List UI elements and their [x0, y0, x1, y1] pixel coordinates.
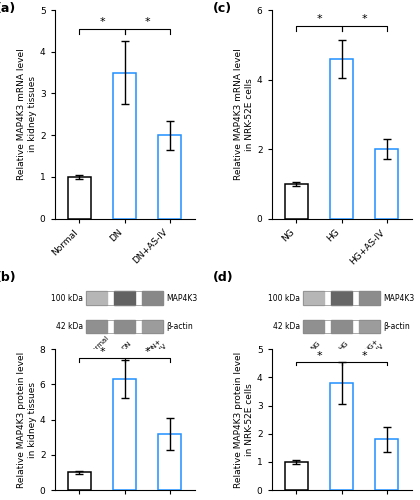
Text: 42 kDa: 42 kDa — [56, 322, 83, 330]
Bar — [86, 320, 163, 333]
Bar — [375, 149, 398, 218]
Bar — [114, 292, 135, 304]
Text: β-actin: β-actin — [383, 322, 410, 330]
Bar — [285, 184, 308, 218]
Text: DN+
AS-IV: DN+ AS-IV — [146, 337, 168, 359]
Bar — [113, 72, 136, 219]
Bar — [285, 462, 308, 490]
Y-axis label: Relative MAP4K3 mRNA level
in NRK-52E cells: Relative MAP4K3 mRNA level in NRK-52E ce… — [234, 48, 254, 180]
Text: HG+
AS-IV: HG+ AS-IV — [363, 337, 385, 359]
Bar — [142, 292, 163, 304]
Bar — [114, 320, 135, 333]
Bar — [375, 440, 398, 490]
Bar — [142, 320, 163, 333]
Bar — [113, 379, 136, 490]
Text: β-actin: β-actin — [166, 322, 193, 330]
Text: (d): (d) — [213, 270, 234, 283]
Text: NG: NG — [310, 340, 322, 351]
Bar — [331, 320, 352, 333]
Text: HG: HG — [338, 340, 349, 351]
Text: *: * — [144, 17, 150, 27]
Text: (b): (b) — [0, 270, 16, 283]
Text: *: * — [316, 14, 322, 24]
Bar — [86, 292, 163, 304]
Bar — [331, 292, 352, 304]
Text: *: * — [144, 347, 150, 357]
Text: MAP4K3: MAP4K3 — [383, 294, 414, 302]
Text: (c): (c) — [213, 2, 232, 15]
Bar — [303, 320, 380, 333]
Bar — [86, 292, 107, 304]
Bar — [158, 135, 181, 218]
Text: 100 kDa: 100 kDa — [51, 294, 83, 302]
Bar — [86, 320, 107, 333]
Text: *: * — [361, 350, 367, 360]
Bar — [359, 292, 380, 304]
Text: 100 kDa: 100 kDa — [268, 294, 300, 302]
Text: MAP4K3: MAP4K3 — [166, 294, 197, 302]
Text: DN: DN — [121, 340, 133, 351]
Bar — [68, 472, 91, 490]
Text: *: * — [99, 347, 105, 357]
Bar — [158, 434, 181, 490]
Bar — [303, 320, 324, 333]
Bar — [68, 177, 91, 218]
Y-axis label: Relative MAP4K3 protein level
in kidney tissues: Relative MAP4K3 protein level in kidney … — [17, 352, 37, 488]
Text: *: * — [361, 14, 367, 24]
Text: *: * — [99, 17, 105, 27]
Bar — [303, 292, 324, 304]
Text: Normal: Normal — [88, 334, 110, 356]
Text: *: * — [316, 350, 322, 360]
Bar — [330, 58, 353, 218]
Bar — [330, 383, 353, 490]
Text: 42 kDa: 42 kDa — [273, 322, 300, 330]
Bar — [303, 292, 380, 304]
Bar — [359, 320, 380, 333]
Y-axis label: Relative MAP4K3 mRNA level
in kidney tissues: Relative MAP4K3 mRNA level in kidney tis… — [17, 48, 37, 180]
Y-axis label: Relative MAP4K3 protein level
in NRK-52E cells: Relative MAP4K3 protein level in NRK-52E… — [234, 352, 254, 488]
Text: (a): (a) — [0, 2, 16, 15]
